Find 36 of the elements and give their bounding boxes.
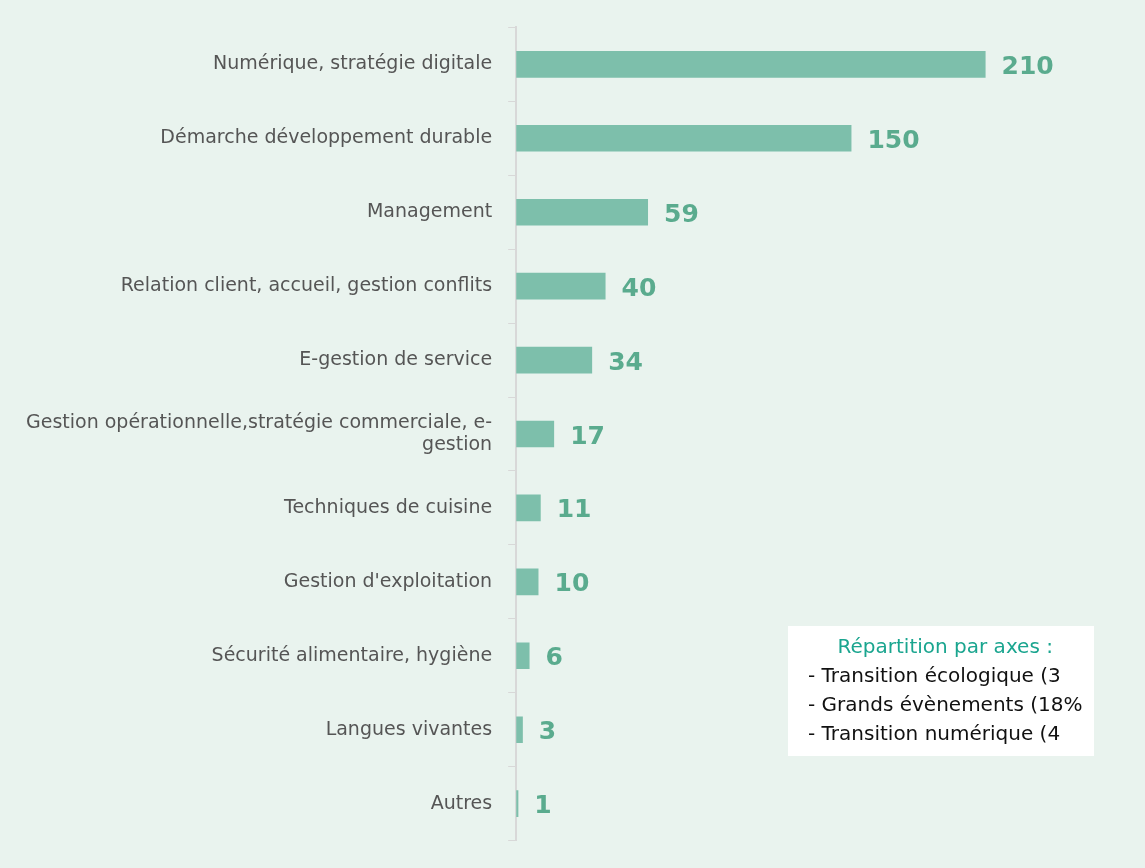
bar	[516, 494, 541, 522]
y-tick-label: Numérique, stratégie digitale	[212, 51, 493, 74]
y-tick-label: Gestion opérationnelle,stratégie commerciale, e-gestion	[25, 409, 493, 455]
y-tick-label: Autres	[430, 790, 493, 813]
y-tick-label: Management	[366, 199, 493, 222]
bar	[516, 716, 523, 744]
y-tick-label: Sécurité alimentaire, hygiène	[211, 642, 493, 665]
bar	[516, 51, 986, 78]
bar	[516, 198, 649, 226]
data-label: 210	[1001, 50, 1054, 80]
annotation: - Transition écologique (3	[808, 662, 1062, 689]
data-label: 10	[554, 568, 590, 598]
annotation: - Grands évènements (18%	[808, 691, 1083, 718]
data-label: 59	[664, 198, 699, 228]
bar	[516, 124, 852, 152]
data-label: 1	[534, 790, 552, 820]
bar	[516, 568, 539, 596]
data-label: 34	[608, 346, 643, 376]
bar	[516, 272, 606, 300]
y-tick-label: Gestion d'exploitation	[283, 568, 493, 591]
data-label: 6	[545, 642, 563, 672]
annotation: Répartition par axes :	[836, 633, 1054, 660]
y-tick-label: Démarche développement durable	[160, 125, 493, 148]
bar	[516, 420, 555, 448]
annotation: - Transition numérique (4	[808, 720, 1062, 747]
data-label: 3	[538, 716, 557, 746]
y-tick-label: Relation client, accueil, gestion conflits	[120, 273, 493, 296]
data-label: 17	[570, 420, 605, 450]
bar	[516, 346, 593, 374]
y-tick-label: E-gestion de service	[299, 347, 493, 370]
y-tick-label: Techniques de cuisine	[283, 494, 493, 517]
y-tick-label: Langues vivantes	[325, 716, 493, 739]
bar	[516, 642, 530, 670]
data-label: 150	[867, 124, 920, 154]
data-label: 11	[556, 494, 592, 524]
data-label: 40	[621, 272, 657, 302]
